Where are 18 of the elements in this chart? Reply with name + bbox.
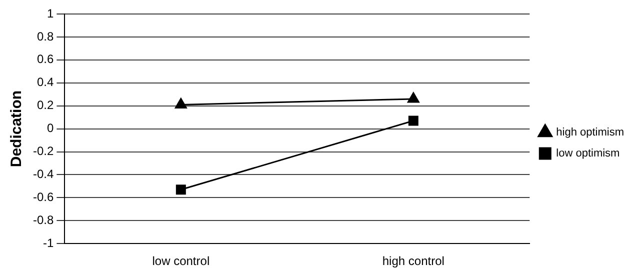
y-tick-label: 0.4	[36, 75, 54, 90]
y-axis-title: Dedication	[8, 90, 26, 168]
point	[176, 184, 186, 195]
y-tick-label: 1	[46, 6, 54, 20]
y-tick-label: 0	[46, 121, 54, 136]
y-tick-label: 0.2	[36, 98, 54, 112]
y-tick-label: -1	[43, 236, 54, 250]
x-tick-label: high control	[382, 254, 444, 268]
x-tick-label: low control	[152, 254, 210, 268]
y-tick-label: -0.6	[32, 190, 54, 204]
legend-label: high optimism	[556, 126, 624, 139]
y-tick-label: 0.8	[36, 29, 54, 44]
y-tick-label: -0.2	[32, 144, 54, 158]
point	[408, 116, 418, 126]
legend-label: low optimism	[556, 148, 620, 160]
y-tick-label: -0.4	[32, 167, 54, 182]
y-tick-label: 0.6	[36, 52, 54, 66]
y-tick-label: -0.8	[32, 212, 54, 227]
